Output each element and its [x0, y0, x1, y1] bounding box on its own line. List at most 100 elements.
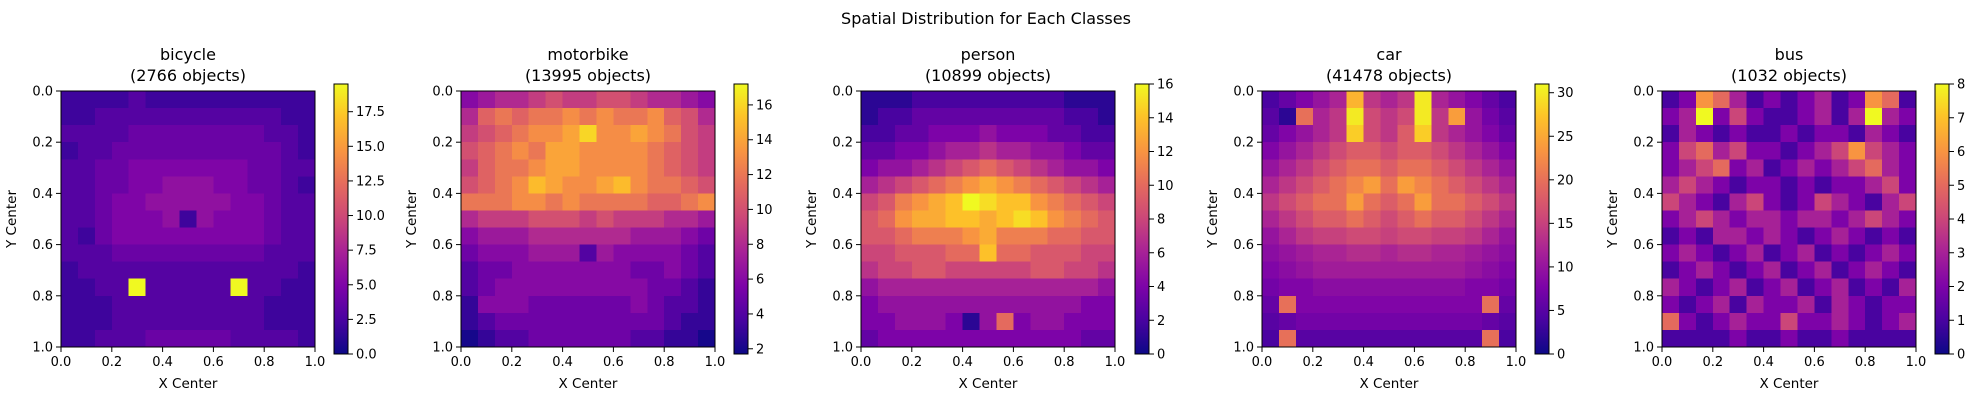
heatmap-cell [1662, 176, 1680, 194]
heatmap-cell [1278, 159, 1297, 177]
heatmap-cell [528, 108, 547, 126]
heatmap-cell [996, 108, 1014, 126]
heatmap-cell [1814, 227, 1832, 246]
heatmap-cell [1030, 108, 1048, 126]
heatmap-cell [1397, 142, 1415, 160]
heatmap-cell [1831, 244, 1849, 263]
heatmap-cell [1363, 142, 1382, 160]
heatmap-cell [61, 210, 79, 229]
heatmap-cell [1831, 125, 1849, 143]
heatmap-cell [996, 312, 1014, 331]
heatmap-cell [962, 159, 981, 177]
heatmap-cell [1678, 159, 1697, 177]
heatmap-cell [1013, 227, 1031, 246]
y-tick-label: 0.8 [1233, 289, 1254, 304]
heatmap-cell [664, 91, 682, 109]
heatmap-cell [613, 210, 631, 229]
heatmap-cell [861, 312, 879, 331]
heatmap-cell [1712, 108, 1731, 126]
heatmap-cell [1081, 295, 1099, 314]
heatmap-cell [1013, 295, 1031, 314]
heatmap-cell [1397, 244, 1415, 263]
x-tick-label: 0.4 [152, 355, 173, 370]
colorbar-tick-label: 4 [1957, 213, 1965, 228]
heatmap-cell [1465, 312, 1483, 331]
heatmap-cell [1346, 210, 1365, 229]
heatmap-cell [77, 108, 96, 126]
heatmap-cell [861, 261, 879, 280]
heatmap-cell [1278, 210, 1297, 229]
heatmap-cell [979, 227, 998, 246]
heatmap-cell [196, 278, 214, 297]
heatmap-cell [1329, 142, 1348, 160]
heatmap-cell [196, 159, 214, 177]
heatmap-cell [1831, 91, 1849, 109]
heatmap-cell [196, 91, 214, 109]
heatmap-cell [1397, 312, 1415, 331]
heatmap-cell [298, 261, 316, 280]
heatmap-cell [1712, 125, 1731, 143]
colorbar-tick-label: 6 [1157, 246, 1165, 261]
heatmap-cell [596, 295, 614, 314]
x-axis-label: X Center [1760, 376, 1819, 392]
heatmap-cell [1047, 91, 1065, 109]
colorbar-tick-label: 16 [1157, 78, 1174, 93]
heatmap-cell [1064, 108, 1082, 126]
colorbar-tick-label: 0 [1557, 348, 1565, 363]
heatmap-cell [579, 91, 598, 109]
heatmap-cell [511, 108, 530, 126]
heatmap-cell [579, 227, 598, 246]
heatmap-cell [477, 176, 496, 194]
heatmap-cell [1763, 193, 1782, 212]
heatmap-cell [979, 91, 998, 109]
panel-subtitle: (2766 objects) [130, 66, 246, 85]
heatmap-cell [94, 312, 113, 331]
heatmap-cell [1312, 295, 1331, 314]
heatmap-cell [179, 108, 198, 126]
heatmap-cell [111, 108, 130, 126]
heatmap-cell [1763, 91, 1782, 109]
heatmap-cell [1363, 261, 1382, 280]
x-tick-label: 1.0 [1906, 355, 1927, 370]
heatmap-cell [1831, 261, 1849, 280]
heatmap-cell [196, 210, 214, 229]
heatmap-cell [1662, 227, 1680, 246]
heatmap-cell [162, 176, 181, 194]
heatmap-cell [1346, 295, 1365, 314]
heatmap-cell [1882, 142, 1900, 160]
panel-title: bicycle [160, 45, 216, 64]
heatmap-cell [1695, 193, 1714, 212]
x-tick-label: 0.2 [1302, 355, 1323, 370]
y-tick-label: 0.6 [1233, 238, 1254, 253]
y-tick-label: 0.8 [1633, 289, 1654, 304]
y-tick-label: 0.6 [1633, 238, 1654, 253]
heatmap-cell [1363, 295, 1382, 314]
heatmap-cell [77, 193, 96, 212]
heatmap-cell [179, 261, 198, 280]
heatmap-cell [1295, 295, 1314, 314]
heatmap-cell [1262, 244, 1280, 263]
heatmap-cell [1882, 295, 1900, 314]
heatmap-cell [1814, 125, 1832, 143]
x-tick-label: 0.8 [1855, 355, 1876, 370]
heatmap-cell [1831, 176, 1849, 194]
heatmap-cell [1780, 244, 1799, 263]
heatmap-cell [1013, 125, 1031, 143]
heatmap-cell [681, 176, 699, 194]
colorbar-tick-label: 4 [1157, 280, 1165, 295]
x-tick-label: 0.6 [1404, 355, 1425, 370]
heatmap-cell [1397, 108, 1415, 126]
heatmap-cell [1678, 125, 1697, 143]
heatmap-cell [1746, 125, 1765, 143]
heatmap-cell [1465, 91, 1483, 109]
heatmap-cell [162, 125, 181, 143]
heatmap-cell [179, 91, 198, 109]
heatmap-cell [196, 261, 214, 280]
heatmap-cell [1465, 176, 1483, 194]
heatmap-cell [494, 329, 513, 348]
heatmap-cell [1729, 244, 1748, 263]
heatmap-cell [1831, 329, 1849, 348]
heatmap-cell [1899, 159, 1917, 177]
heatmap-cell [630, 142, 648, 160]
heatmap-cell [928, 295, 947, 314]
